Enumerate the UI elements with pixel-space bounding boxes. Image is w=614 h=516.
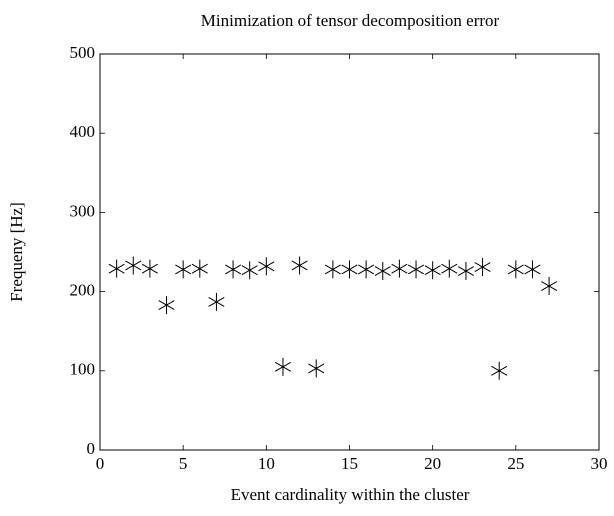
- point: [341, 260, 358, 279]
- plot-frame: [99, 53, 600, 451]
- point: [524, 260, 541, 279]
- point: [225, 260, 242, 279]
- point: [424, 261, 441, 280]
- point: [125, 256, 142, 275]
- point: [474, 258, 491, 277]
- x-tick-label: 15: [341, 454, 358, 473]
- point: [407, 260, 425, 279]
- point: [158, 296, 175, 315]
- point: [324, 260, 341, 279]
- y-tick-label: 500: [70, 43, 96, 62]
- y-tick-label: 200: [70, 281, 96, 300]
- x-tick-label: 20: [424, 454, 441, 473]
- y-tick-label: 400: [70, 122, 96, 141]
- point: [141, 259, 158, 278]
- y-tick-label: 300: [70, 201, 96, 220]
- x-tick-label: 30: [591, 454, 608, 473]
- point: [507, 260, 524, 279]
- x-tick-label: 5: [179, 454, 188, 473]
- chart-title: Minimization of tensor decomposition err…: [201, 11, 500, 30]
- x-tick-label: 10: [258, 454, 275, 473]
- point: [491, 361, 508, 380]
- point: [208, 292, 225, 311]
- y-axis-label: Frequeny [Hz]: [7, 202, 26, 302]
- point: [241, 261, 258, 280]
- point: [374, 262, 391, 281]
- point: [358, 260, 375, 279]
- point: [441, 259, 458, 278]
- point: [391, 259, 408, 278]
- point: [175, 260, 192, 279]
- y-tick-label: 100: [70, 360, 96, 379]
- point: [191, 259, 208, 278]
- point: [541, 277, 558, 296]
- point: [258, 257, 275, 276]
- point: [108, 259, 125, 278]
- point: [274, 357, 292, 376]
- x-axis-label: Event cardinality within the cluster: [231, 485, 470, 504]
- y-tick-label: 0: [87, 439, 96, 458]
- point: [457, 262, 474, 281]
- x-tick-label: 0: [96, 454, 105, 473]
- point: [291, 256, 308, 275]
- x-tick-label: 25: [507, 454, 524, 473]
- point: [308, 359, 325, 378]
